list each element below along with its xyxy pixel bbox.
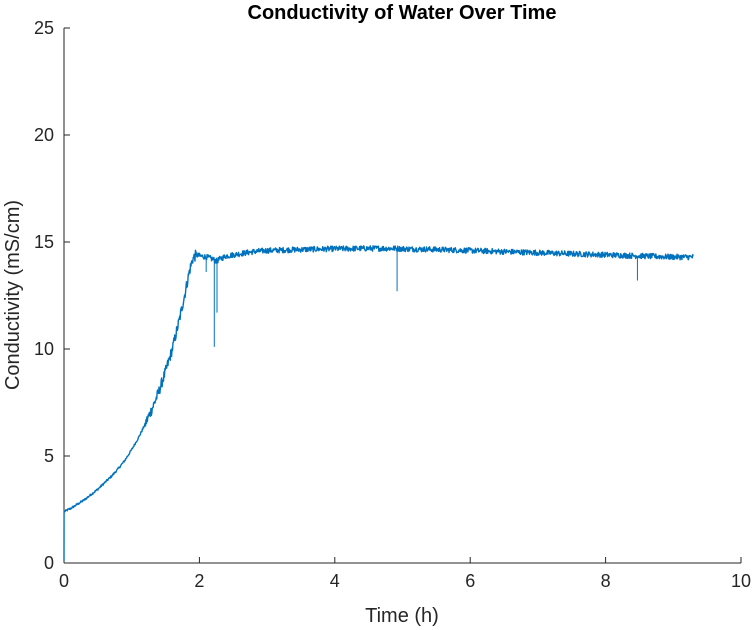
chart-title: Conductivity of Water Over Time (248, 2, 557, 24)
y-tick-label: 0 (44, 553, 54, 573)
plot-area (63, 245, 694, 561)
y-tick-label: 10 (34, 339, 54, 359)
x-tick-label: 6 (465, 571, 475, 591)
x-tick-label: 8 (601, 571, 611, 591)
y-tick-label: 25 (34, 18, 54, 38)
series-line (63, 245, 694, 561)
y-axis-title: Conductivity (mS/cm) (2, 200, 24, 390)
x-tick-label: 10 (731, 571, 751, 591)
y-tick-label: 5 (44, 446, 54, 466)
axes: 0 2 4 6 8 10 0 5 10 15 20 25 (34, 18, 751, 591)
x-axis-title: Time (h) (365, 605, 439, 627)
x-tick-label: 4 (330, 571, 340, 591)
x-tick-label: 0 (59, 571, 69, 591)
y-tick-label: 20 (34, 125, 54, 145)
y-tick-label: 15 (34, 232, 54, 252)
x-tick-label: 2 (194, 571, 204, 591)
